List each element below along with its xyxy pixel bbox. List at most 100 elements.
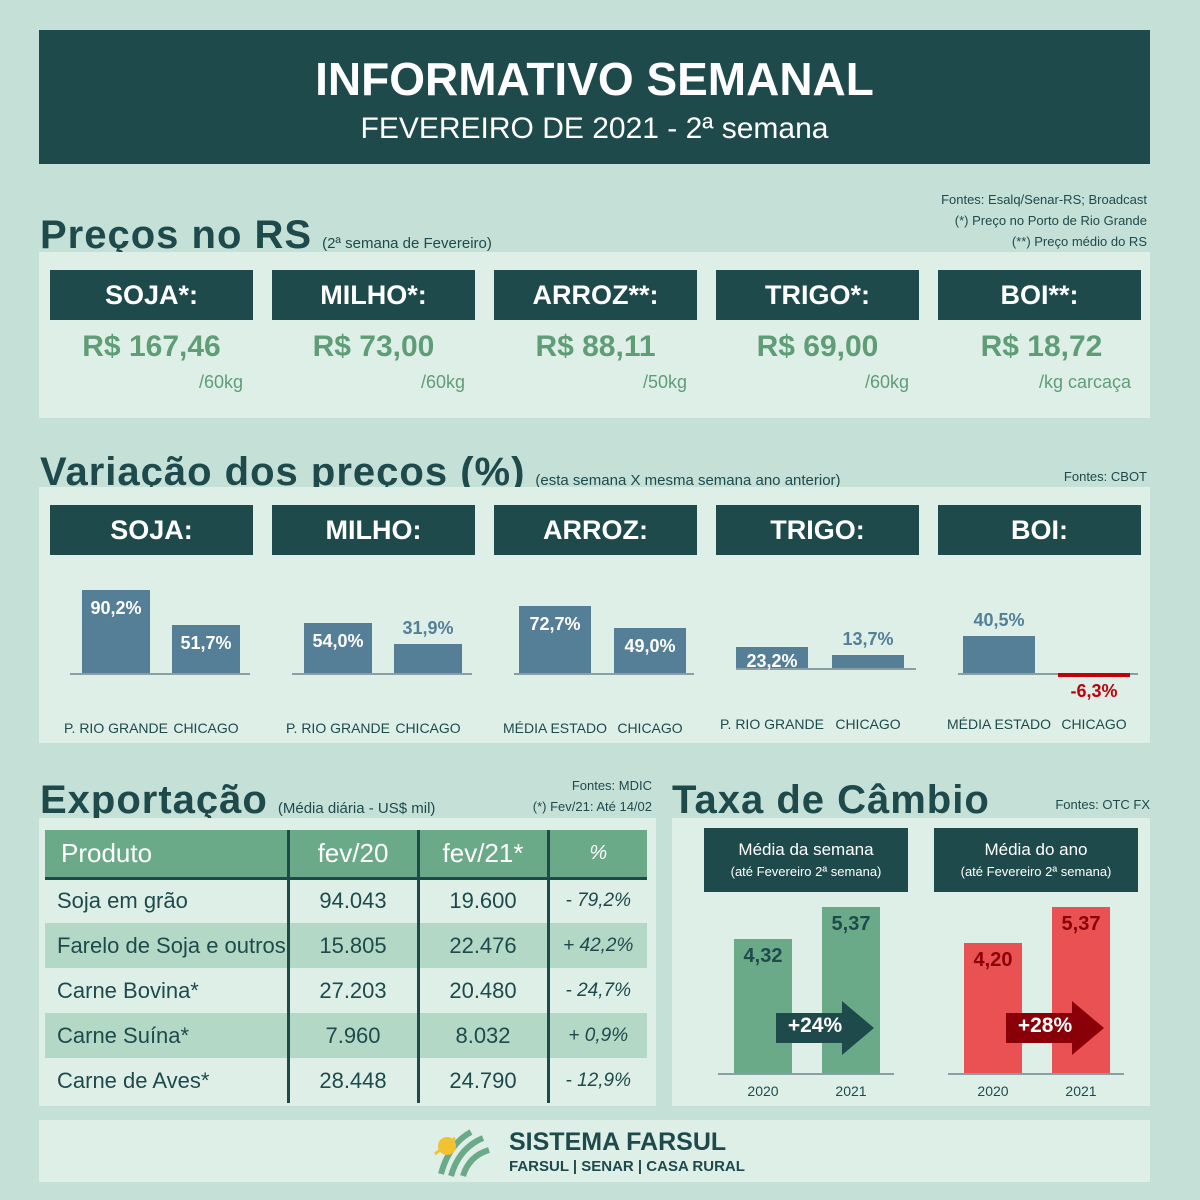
prices-note: (2ª semana de Fevereiro) (322, 235, 492, 252)
variation-data-label: 90,2% (90, 598, 142, 619)
variation-data-label: -6,3% (1070, 681, 1118, 701)
variation-data-label: 54,0% (312, 631, 364, 652)
value-cell: 19.600 (416, 878, 548, 923)
pct-cell: - 79,2% (546, 878, 647, 923)
variation-product-header: BOI: (938, 505, 1141, 555)
exchange-baseline (718, 1073, 894, 1075)
variation-category-label: CHICAGO (395, 720, 461, 736)
chart-baseline (958, 673, 1138, 675)
value-cell: 7.960 (286, 1013, 418, 1058)
variation-data-label: 40,5% (973, 609, 1025, 630)
export-heading: Exportação (Média diária - US$ mil) (40, 778, 435, 823)
variation-note: (esta semana X mesma semana ano anterior… (535, 472, 841, 489)
variation-source: Fontes: CBOT (1063, 469, 1147, 484)
chart-baseline (70, 673, 250, 675)
exchange-year-label: 2021 (835, 1083, 867, 1099)
price-value: R$ 167,46 (82, 330, 221, 363)
variation-bar (172, 625, 240, 673)
prices-source-line: (*) Preço no Porto de Rio Grande (954, 213, 1147, 228)
price-unit: /60kg (864, 372, 909, 392)
chart-baseline (736, 668, 916, 670)
value-cell: 22.476 (416, 923, 548, 968)
exchange-data-label: 4,20 (973, 948, 1013, 971)
variation-category-label: MÉDIA ESTADO (503, 720, 607, 736)
farsul-logo-icon (434, 1129, 490, 1177)
variation-heading: Variação dos preços (%) (esta semana X me… (40, 450, 841, 495)
variation-bar (832, 655, 904, 668)
exchange-data-label: 5,37 (831, 912, 871, 935)
price-value: R$ 69,00 (756, 330, 879, 363)
prices-source-line: (**) Preço médio do RS (1011, 234, 1147, 249)
product-cell: Carne Suína* (45, 1013, 288, 1058)
table-row: Carne de Aves* 28.448 24.790- 12,9% (45, 1058, 647, 1103)
exchange-year-label: 2021 (1065, 1083, 1097, 1099)
table-row: Carne Suína* 7.960 8.032 + 0,9% (45, 1013, 647, 1058)
col-header-fev20: fev/20 (286, 830, 418, 880)
variation-product-header: ARROZ: (494, 505, 697, 555)
change-arrow-shape (776, 1001, 874, 1055)
variation-bar (82, 590, 150, 673)
exchange-bar (734, 939, 792, 1073)
variation-category-label: CHICAGO (617, 720, 683, 736)
variation-bar (1058, 673, 1130, 677)
header-banner: INFORMATIVO SEMANAL FEVEREIRO DE 2021 - … (39, 30, 1150, 164)
exchange-header-box: Média do ano (até Fevereiro 2ª semana) (934, 828, 1138, 892)
variation-data-label: 51,7% (180, 633, 232, 654)
variation-data-label: 49,0% (624, 635, 676, 656)
col-header-product: Produto (45, 830, 288, 880)
variation-category-label: CHICAGO (173, 720, 239, 736)
product-cell: Carne Bovina* (57, 977, 199, 1003)
price-unit: /60kg (420, 372, 465, 392)
exchange-year-label: 2020 (977, 1083, 1009, 1099)
variation-data-label: 13,7% (842, 629, 894, 650)
variation-bar (394, 643, 462, 673)
product-cell: Soja em grão (57, 888, 188, 914)
exchange-header-subtitle: (até Fevereiro 2ª semana) (730, 864, 882, 879)
pct-cell: - 24,7% (546, 968, 647, 1013)
exchange-change-label: +24% (787, 1014, 843, 1037)
chart-baseline (292, 673, 472, 675)
export-title: Exportação (40, 778, 268, 822)
variation-category-label: P. RIO GRANDE (286, 720, 390, 736)
price-unit: /kg carcaça (1038, 372, 1131, 392)
price-value: R$ 88,11 (535, 330, 656, 363)
export-table: Produto fev/20 fev/21* % Soja em grão 94.… (45, 830, 647, 1103)
exchange-change-label: +28% (1017, 1014, 1073, 1037)
prices-sources: Fontes: Esalq/Senar-RS; Broadcast (*) Pr… (941, 189, 1147, 252)
pct-cell: + 0,9% (546, 1013, 647, 1058)
footer-tagline: FARSUL | SENAR | CASA RURAL (509, 1158, 745, 1175)
header-subtitle: FEVEREIRO DE 2021 - 2ª semana (360, 112, 829, 145)
exchange-header-subtitle: (até Fevereiro 2ª semana) (960, 864, 1112, 879)
value-cell: 15.805 (286, 923, 418, 968)
variation-category-label: P. RIO GRANDE (64, 720, 168, 736)
variation-bar (736, 646, 808, 668)
variation-bar (963, 635, 1035, 673)
header-title: INFORMATIVO SEMANAL (315, 53, 874, 105)
variation-category-label: CHICAGO (1061, 716, 1127, 732)
pct-cell: + 42,2% (546, 923, 647, 968)
footer-brand: SISTEMA FARSUL (509, 1128, 727, 1156)
variation-data-label: 31,9% (402, 617, 454, 638)
value-cell: 28.448 (286, 1058, 418, 1103)
prices-title: Preços no RS (40, 213, 313, 257)
variation-product-header: SOJA: (50, 505, 253, 555)
variation-category-label: P. RIO GRANDE (720, 716, 824, 732)
variation-data-label: 72,7% (529, 614, 581, 635)
price-product-header: TRIGO*: (716, 270, 919, 320)
export-source-line: Fontes: MDIC (571, 778, 652, 793)
exchange-data-label: 5,37 (1061, 912, 1101, 935)
exchange-header-title: Média da semana (738, 840, 874, 859)
value-cell: 27.203 (286, 968, 418, 1013)
change-arrow-icon (776, 1001, 874, 1055)
table-row: Farelo de Soja e outros 15.805 22.476 + 42,… (45, 923, 647, 968)
variation-title: Variação dos preços (%) (40, 450, 526, 494)
change-arrow-shape (1006, 1001, 1104, 1055)
export-table-header: Produto fev/20 fev/21* % (45, 830, 647, 880)
variation-product-header: MILHO: (272, 505, 475, 555)
value-cell: 20.480 (416, 968, 548, 1013)
exchange-year-label: 2020 (747, 1083, 779, 1099)
table-row: Carne Bovina* 27.203 20.480- 24,7% (45, 968, 647, 1013)
exchange-baseline (948, 1073, 1124, 1075)
value-cell: 24.790 (416, 1058, 548, 1103)
price-value: R$ 18,72 (980, 330, 1103, 363)
